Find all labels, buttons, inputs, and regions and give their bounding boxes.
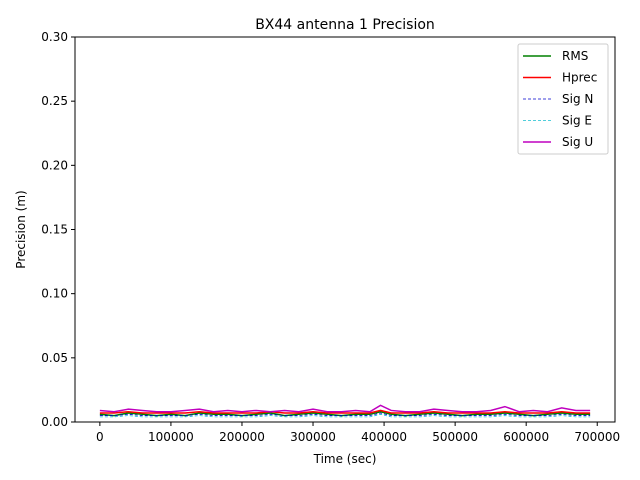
legend-label: RMS (562, 49, 588, 63)
x-axis-label: Time (sec) (313, 452, 377, 466)
series-line-rms (99, 410, 591, 417)
series-layer (99, 404, 591, 418)
y-tick-label: 0.05 (41, 351, 68, 365)
x-tick-label: 500000 (432, 430, 478, 444)
x-tick-label: 100000 (148, 430, 194, 444)
chart-title: BX44 antenna 1 Precision (255, 17, 435, 33)
y-tick-label: 0.10 (41, 287, 68, 301)
x-tick-label: 200000 (219, 430, 265, 444)
x-axis: 0 100000 200000 300000 400000 500000 600000 700… (96, 422, 620, 444)
x-tick-label: 400000 (361, 430, 407, 444)
legend-label: Sig N (562, 92, 593, 106)
legend-box (517, 43, 609, 155)
x-tick-label: 600000 (503, 430, 549, 444)
y-tick-label: 0.20 (41, 158, 68, 172)
y-axis: 0.00 0.05 0.10 0.15 0.20 0.25 0.30 (41, 30, 75, 429)
legend-label: Sig E (562, 114, 592, 128)
legend-label: Hprec (562, 71, 597, 85)
legend-label: Sig U (562, 135, 593, 149)
y-tick-label: 0.25 (41, 94, 68, 108)
y-tick-label: 0.30 (41, 30, 68, 44)
x-tick-label: 0 (96, 430, 104, 444)
y-tick-label: 0.00 (41, 415, 68, 429)
series-line-hprec (99, 409, 591, 414)
y-tick-label: 0.15 (41, 223, 68, 237)
legend: RMS Hprec Sig N Sig E Sig U (517, 43, 609, 155)
y-axis-label: Precision (m) (14, 190, 28, 268)
series-line-sig-u (99, 404, 591, 413)
x-tick-label: 300000 (290, 430, 336, 444)
x-tick-label: 700000 (574, 430, 620, 444)
